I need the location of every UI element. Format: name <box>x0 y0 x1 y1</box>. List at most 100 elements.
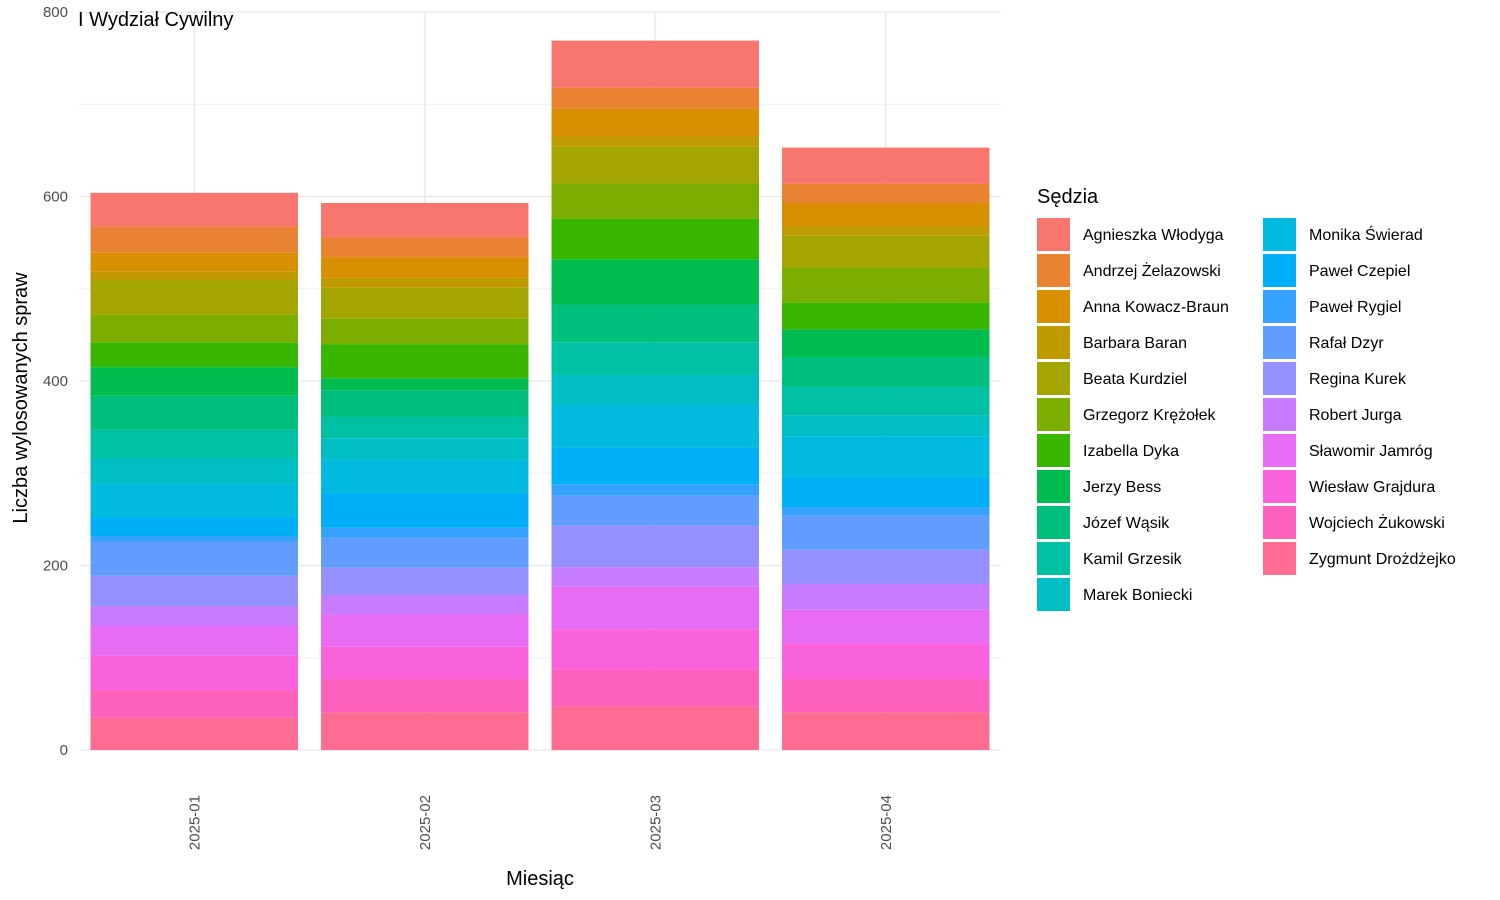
legend-label: Wojciech Żukowski <box>1309 513 1445 532</box>
bar-segment <box>90 367 298 396</box>
bar-segment <box>90 280 298 315</box>
bar-segment <box>321 527 529 538</box>
bar-segment <box>782 147 990 184</box>
bar-segment <box>551 146 759 184</box>
legend-key <box>1037 362 1070 395</box>
bar-segment <box>321 614 529 647</box>
bar-segment <box>90 342 298 368</box>
bar-segment <box>321 287 529 319</box>
legend-label: Monika Świerad <box>1309 225 1423 244</box>
legend-key <box>1037 470 1070 503</box>
bar-segment <box>782 643 990 679</box>
bar-segment <box>782 202 990 227</box>
x-tick-label: 2025-02 <box>417 795 434 850</box>
bar-segment <box>551 342 759 375</box>
bar-segment <box>782 712 990 750</box>
bar-segment <box>782 678 990 713</box>
bar-segment <box>782 436 990 477</box>
legend-label: Kamil Grzesik <box>1083 551 1183 568</box>
bar-segment <box>90 429 298 459</box>
bar-segment <box>90 606 298 626</box>
bar-segment <box>321 257 529 278</box>
bar-segment <box>551 304 759 343</box>
bar-segment <box>782 357 990 387</box>
bar-segment <box>782 329 990 358</box>
bar-segment <box>321 202 529 238</box>
bar-segment <box>551 706 759 750</box>
bar-segment <box>551 567 759 587</box>
bar-segment <box>782 583 990 610</box>
bars <box>90 40 990 750</box>
bar-segment <box>90 717 298 750</box>
bar-segment <box>551 629 759 669</box>
legend-key <box>1263 434 1296 467</box>
legend-label: Barbara Baran <box>1083 335 1187 352</box>
y-tick-label: 0 <box>60 742 68 759</box>
y-tick-label: 400 <box>43 373 68 390</box>
bar-segment <box>321 438 529 460</box>
bar-segment <box>782 507 990 516</box>
bar-segment <box>551 404 759 448</box>
bar-segment <box>782 386 990 416</box>
bar-segment <box>321 378 529 391</box>
bar-segment <box>782 302 990 330</box>
legend-key <box>1263 326 1296 359</box>
bar-segment <box>551 484 759 496</box>
legend-label: Izabella Dyka <box>1083 443 1179 460</box>
legend-label: Agnieszka Włodyga <box>1083 227 1224 244</box>
bar-segment <box>551 136 759 147</box>
bar-segment <box>90 517 298 536</box>
bar-segment <box>551 40 759 88</box>
bar-segment <box>90 483 298 518</box>
x-axis: 2025-01 2025-02 2025-03 2025-04 <box>186 795 895 850</box>
legend-key <box>1037 434 1070 467</box>
bar-segment <box>782 226 990 236</box>
bar-segment <box>90 655 298 691</box>
bar-segment <box>321 646 529 679</box>
bar-segment <box>321 678 529 713</box>
bar-segment <box>90 541 298 576</box>
legend-key <box>1263 470 1296 503</box>
bar-segment <box>90 252 298 272</box>
legend-key <box>1037 398 1070 431</box>
bar-segment <box>782 415 990 437</box>
legend-key <box>1263 542 1296 575</box>
bar-segment <box>321 567 529 596</box>
legend-label: Paweł Rygiel <box>1309 299 1401 316</box>
bar-segment <box>551 183 759 219</box>
bar-segment <box>90 314 298 343</box>
legend-label: Wiesław Grajdura <box>1309 479 1435 496</box>
bar-segment <box>782 549 990 584</box>
bar-segment <box>90 395 298 430</box>
x-tick-label: 2025-03 <box>647 795 664 850</box>
x-tick-label: 2025-04 <box>878 795 895 850</box>
bar-segment <box>782 609 990 644</box>
legend-label: Jerzy Bess <box>1083 479 1161 496</box>
bar-segment <box>321 277 529 288</box>
legend-key <box>1037 578 1070 611</box>
legend-label: Józef Wąsik <box>1083 515 1170 532</box>
bar-segment <box>551 374 759 405</box>
bar-segment <box>90 226 298 253</box>
bar-segment <box>321 459 529 494</box>
bar-segment <box>321 416 529 439</box>
legend-title: Sędzia <box>1037 186 1099 208</box>
bar-segment <box>90 535 298 542</box>
bar-segment <box>551 218 759 260</box>
bar-segment <box>782 183 990 203</box>
legend: Sędzia Agnieszka Włodyga Andrzej Żelazows… <box>1037 186 1456 611</box>
x-tick-label: 2025-01 <box>186 795 203 850</box>
bar-segment <box>90 625 298 656</box>
bar-segment <box>90 690 298 718</box>
bar-segment <box>321 712 529 750</box>
bar-segment <box>551 525 759 568</box>
legend-key <box>1037 326 1070 359</box>
bar-segment <box>321 344 529 379</box>
legend-label: Paweł Czepiel <box>1309 263 1410 280</box>
legend-label: Robert Jurga <box>1309 407 1402 424</box>
bar-segment <box>551 586 759 630</box>
bar-segment <box>321 537 529 568</box>
bar-segment <box>551 87 759 109</box>
legend-label: Anna Kowacz-Braun <box>1083 299 1229 316</box>
